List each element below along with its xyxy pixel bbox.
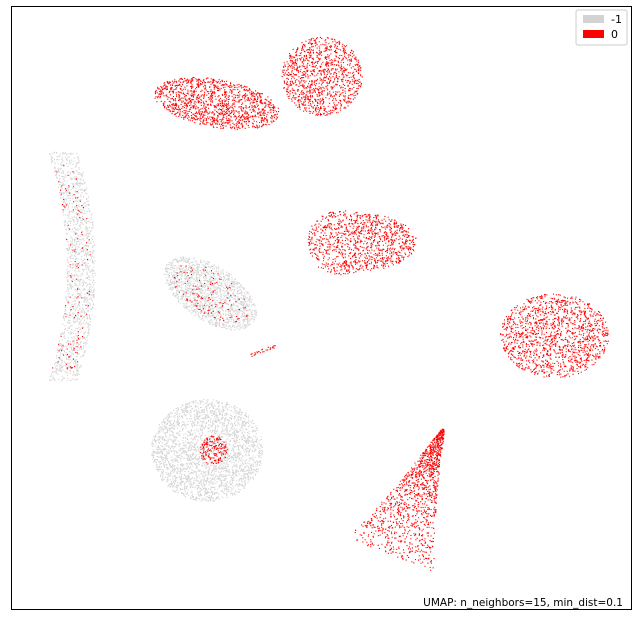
legend-label-minus-one: -1	[611, 13, 622, 26]
scatter-cluster-series-1-0	[154, 76, 280, 130]
legend-label-zero: 0	[611, 28, 618, 41]
scatter-cluster-series-0-0	[48, 151, 96, 382]
scatter-points	[48, 36, 609, 571]
scatter-cluster-series-1-8	[250, 345, 276, 357]
scatter-cluster-series-0-1	[163, 256, 257, 331]
scatter-cluster-series-1-4	[354, 428, 445, 571]
umap-parameters-annotation: UMAP: n_neighbors=15, min_dist=0.1	[423, 597, 623, 609]
scatter-cluster-series-1-1	[281, 36, 363, 116]
scatter-cluster-series-1-3	[499, 293, 609, 378]
legend-swatch-zero	[583, 30, 604, 38]
plot-background	[11, 6, 632, 610]
scatter-cluster-series-1-2	[307, 210, 417, 276]
scatter-cluster-series-1-7	[200, 435, 228, 465]
plot-frame	[11, 6, 632, 610]
legend-swatch-minus-one	[583, 15, 604, 23]
legend: -1 0	[575, 9, 628, 46]
